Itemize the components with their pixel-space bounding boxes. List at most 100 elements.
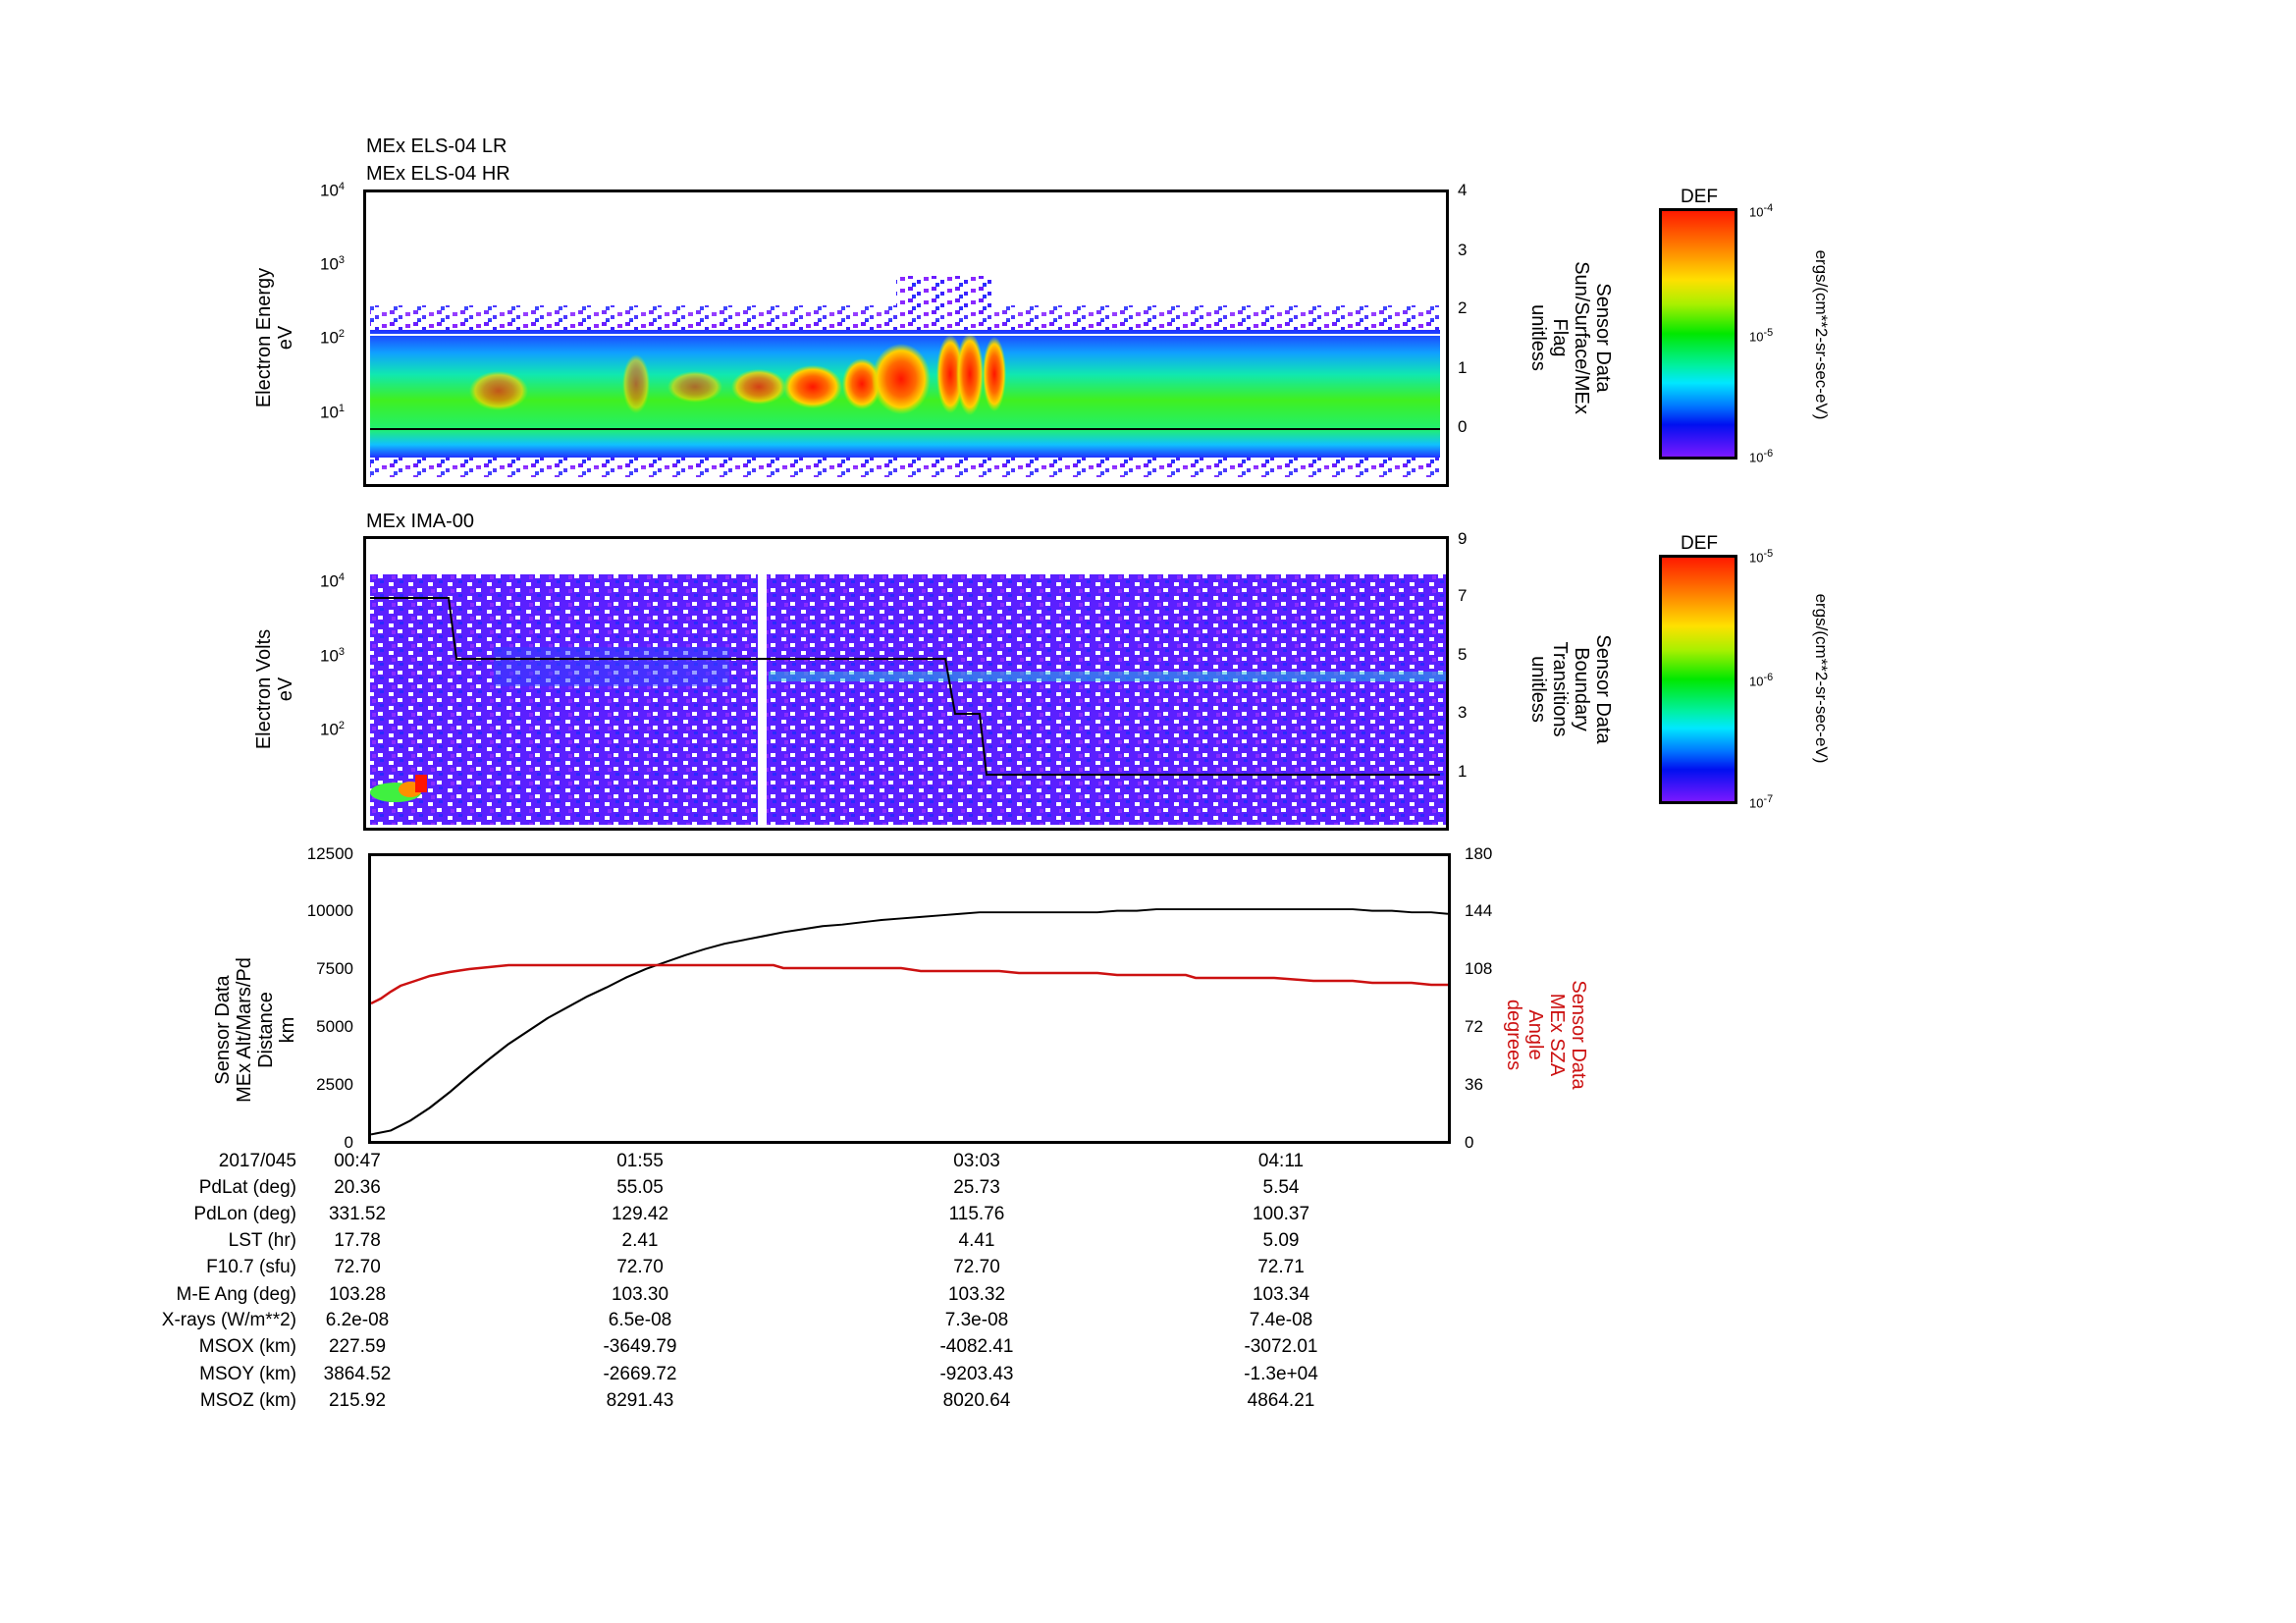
ima-ytick-1e2: 102: [320, 720, 346, 739]
els-ytick-1e3: 103: [320, 254, 346, 274]
eph-value: 3864.52: [323, 1364, 392, 1384]
eph-value: 103.32: [947, 1284, 1006, 1305]
els-y2-axis-label: Sensor Data Sun/Surface/MEx Flag unitless: [1527, 261, 1614, 414]
eph-value: 72.70: [953, 1257, 1000, 1277]
alt-ytick-0: 0: [344, 1133, 353, 1152]
ima-y-axis-label: Electron Volts eV: [253, 628, 296, 750]
ima-colorbar-unit: ergs/(cm**2-sr-sec-eV): [1812, 593, 1831, 764]
eph-value: 227.59: [328, 1336, 387, 1357]
eph-value: 17.78: [334, 1230, 381, 1251]
els-y2tick-3: 3: [1458, 241, 1468, 259]
eph-value: 5.09: [1262, 1230, 1300, 1251]
eph-value: 2.41: [621, 1230, 659, 1251]
els-y-axis-label: Electron Energy eV: [253, 267, 296, 408]
ima-y2tick-9: 9: [1458, 529, 1468, 548]
eph-value: -2669.72: [603, 1364, 677, 1384]
eph-label-date: 2017/045: [218, 1151, 296, 1171]
eph-time-0: 00:47: [334, 1151, 381, 1171]
els-spectrogram: [363, 189, 1449, 487]
eph-value: 72.70: [334, 1257, 381, 1277]
alt-sza-line-plot: [368, 853, 1451, 1144]
ima-colorbar-title: DEF: [1681, 533, 1718, 554]
eph-value: 4.41: [958, 1230, 995, 1251]
eph-value: 8020.64: [942, 1390, 1011, 1411]
ima-spectrogram-graphic: [370, 574, 1446, 825]
sza-y2-axis-label: Sensor Data MEx SZA Angle degrees: [1503, 980, 1589, 1090]
eph-value: 8291.43: [606, 1390, 674, 1411]
ima-spectrogram: [363, 536, 1449, 831]
ima-y2tick-7: 7: [1458, 586, 1468, 605]
ima-title: MEx IMA-00: [366, 511, 475, 532]
eph-value: 115.76: [948, 1204, 1005, 1224]
sza-ytick-72: 72: [1465, 1017, 1483, 1036]
eph-label-f107: F10.7 (sfu): [206, 1257, 296, 1277]
els-colorbar-title: DEF: [1681, 187, 1718, 207]
eph-value: 20.36: [334, 1177, 381, 1198]
ima-colorbar-mid: 10-6: [1749, 672, 1774, 689]
eph-label-msoz: MSOZ (km): [199, 1390, 296, 1411]
eph-value: 6.5e-08: [608, 1310, 672, 1330]
els-title-hr: MEx ELS-04 HR: [366, 163, 510, 185]
eph-value: -4082.41: [939, 1336, 1014, 1357]
eph-value: 331.52: [328, 1204, 387, 1224]
eph-time-2: 03:03: [953, 1151, 1000, 1171]
eph-value: 215.92: [328, 1390, 387, 1411]
els-spectrogram-graphic: [370, 276, 1440, 477]
sza-ytick-144: 144: [1465, 901, 1493, 920]
eph-value: 72.70: [616, 1257, 664, 1277]
sza-ytick-0: 0: [1465, 1133, 1474, 1152]
els-ytick-1e1: 101: [320, 403, 346, 422]
els-y2tick-0: 0: [1458, 417, 1468, 436]
eph-value: 7.4e-08: [1249, 1310, 1313, 1330]
els-ytick-1e2: 102: [320, 328, 346, 348]
els-colorbar-max: 10-4: [1749, 202, 1774, 220]
eph-value: 103.34: [1252, 1284, 1310, 1305]
eph-value: -9203.43: [939, 1364, 1014, 1384]
eph-value: -3072.01: [1244, 1336, 1318, 1357]
eph-label-pdlon: PdLon (deg): [193, 1204, 296, 1224]
ima-y2tick-5: 5: [1458, 645, 1468, 664]
alt-ytick-10000: 10000: [306, 901, 353, 920]
ima-ytick-1e4: 104: [320, 571, 346, 591]
ima-colorbar-min: 10-7: [1749, 793, 1774, 811]
sza-ytick-36: 36: [1465, 1075, 1483, 1094]
els-colorbar-unit: ergs/(cm**2-sr-sec-eV): [1812, 249, 1831, 420]
els-y2tick-1: 1: [1458, 358, 1468, 377]
sza-ytick-108: 108: [1465, 959, 1493, 978]
ima-colorbar: [1659, 555, 1737, 804]
els-y2tick-2: 2: [1458, 298, 1468, 317]
ima-y2tick-3: 3: [1458, 703, 1468, 722]
sza-line: [371, 963, 1448, 1005]
eph-value: 55.05: [616, 1177, 664, 1198]
eph-value: 4864.21: [1247, 1390, 1315, 1411]
ima-y2-axis-label: Sensor Data Boundary Transitions unitless: [1527, 634, 1614, 744]
eph-label-xrays: X-rays (W/m**2): [161, 1310, 296, 1330]
eph-value: 7.3e-08: [944, 1310, 1009, 1330]
sza-ytick-180: 180: [1465, 844, 1493, 863]
els-colorbar-mid: 10-5: [1749, 327, 1774, 345]
els-ytick-1e4: 104: [320, 181, 346, 200]
alt-ytick-7500: 7500: [316, 959, 353, 978]
eph-value: 25.73: [953, 1177, 1000, 1198]
eph-value: 103.28: [328, 1284, 387, 1305]
eph-label-me-ang: M-E Ang (deg): [176, 1284, 297, 1305]
alt-ytick-5000: 5000: [316, 1017, 353, 1036]
eph-value: 100.37: [1252, 1204, 1310, 1224]
eph-label-pdlat: PdLat (deg): [198, 1177, 296, 1198]
alt-ytick-2500: 2500: [316, 1075, 353, 1094]
ima-ytick-1e3: 103: [320, 646, 346, 666]
eph-value: 129.42: [611, 1204, 669, 1224]
eph-label-msoy: MSOY (km): [199, 1364, 296, 1384]
eph-value: 103.30: [611, 1284, 669, 1305]
alt-ytick-12500: 12500: [306, 844, 353, 863]
eph-value: 6.2e-08: [325, 1310, 390, 1330]
els-colorbar: [1659, 208, 1737, 460]
eph-value: 72.71: [1257, 1257, 1305, 1277]
alt-y-axis-label: Sensor Data MEx Alt/Mars/Pd Distance km: [212, 957, 298, 1103]
eph-value: -3649.79: [603, 1336, 677, 1357]
ima-y2tick-1: 1: [1458, 762, 1468, 781]
eph-label-lst: LST (hr): [228, 1230, 296, 1251]
els-title-lr: MEx ELS-04 LR: [366, 135, 507, 157]
ima-colorbar-max: 10-5: [1749, 548, 1774, 566]
alt-sza-lines: [371, 908, 1448, 1136]
